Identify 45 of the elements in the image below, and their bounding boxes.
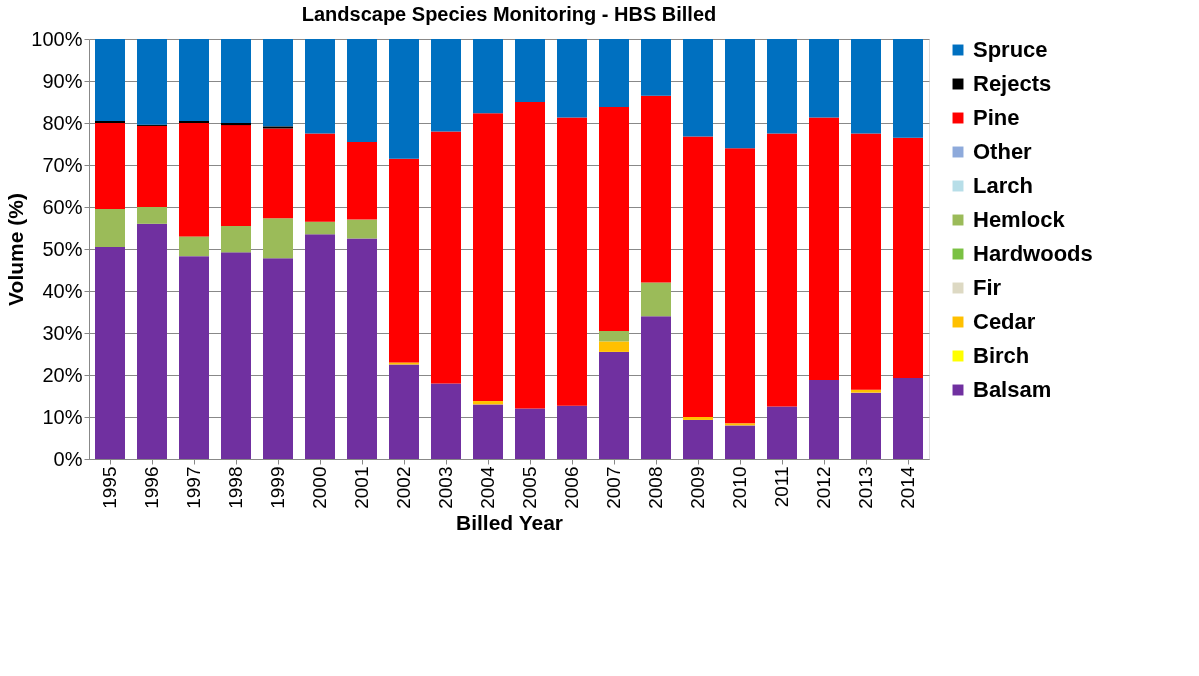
y-tick-label: 60%	[42, 195, 83, 218]
legend-label: Rejects	[973, 71, 1052, 96]
legend-label: Other	[973, 139, 1033, 164]
x-tick-label: 1996	[141, 466, 162, 509]
legend-label: Cedar	[973, 309, 1036, 334]
y-tick-label: 40%	[42, 279, 83, 302]
x-tick-label: 2003	[435, 466, 456, 509]
legend-label: Hardwoods	[973, 241, 1093, 266]
x-tick-label: 2014	[897, 466, 918, 509]
x-tick-label: 2012	[813, 466, 834, 509]
chart-title: Landscape Species Monitoring - HBS Billed	[301, 3, 717, 25]
x-tick-label: 2000	[309, 466, 330, 509]
legend-label: Larch	[973, 173, 1033, 198]
y-tick-label: 50%	[42, 237, 83, 260]
x-tick-label: 1997	[183, 466, 204, 509]
x-tick-label: 2001	[351, 466, 372, 509]
x-tick-label: 1999	[267, 466, 288, 509]
y-axis-title: Volume (%)	[4, 193, 28, 306]
x-tick-label: 2004	[477, 466, 498, 509]
x-tick-label: 2007	[603, 466, 624, 509]
x-tick-label: 2002	[393, 466, 414, 509]
x-tick-label: 1995	[99, 466, 120, 509]
y-tick-label: 70%	[42, 153, 83, 176]
legend-label: Pine	[973, 105, 1020, 130]
legend-label: Spruce	[973, 37, 1048, 62]
x-tick-label: 2006	[561, 466, 582, 509]
x-tick-label: 2013	[855, 466, 876, 509]
x-tick-label: 2008	[645, 466, 666, 509]
x-tick-label: 2011	[771, 466, 792, 508]
y-tick-label: 10%	[42, 405, 83, 428]
legend-label: Fir	[973, 275, 1002, 300]
x-tick-label: 2009	[687, 466, 708, 509]
legend-label: Hemlock	[973, 207, 1066, 232]
y-tick-label: 20%	[42, 363, 83, 386]
y-tick-label: 80%	[42, 111, 83, 134]
y-tick-label: 30%	[42, 321, 83, 344]
legend-label: Birch	[973, 343, 1030, 368]
x-axis-title: Billed Year	[455, 510, 564, 534]
y-tick-label: 0%	[53, 447, 83, 470]
y-tick-label: 100%	[31, 27, 83, 50]
y-tick-label: 90%	[42, 69, 83, 92]
x-tick-label: 1998	[225, 466, 246, 509]
x-tick-label: 2010	[729, 466, 750, 509]
x-tick-label: 2005	[519, 466, 540, 509]
legend-label: Balsam	[973, 377, 1052, 402]
